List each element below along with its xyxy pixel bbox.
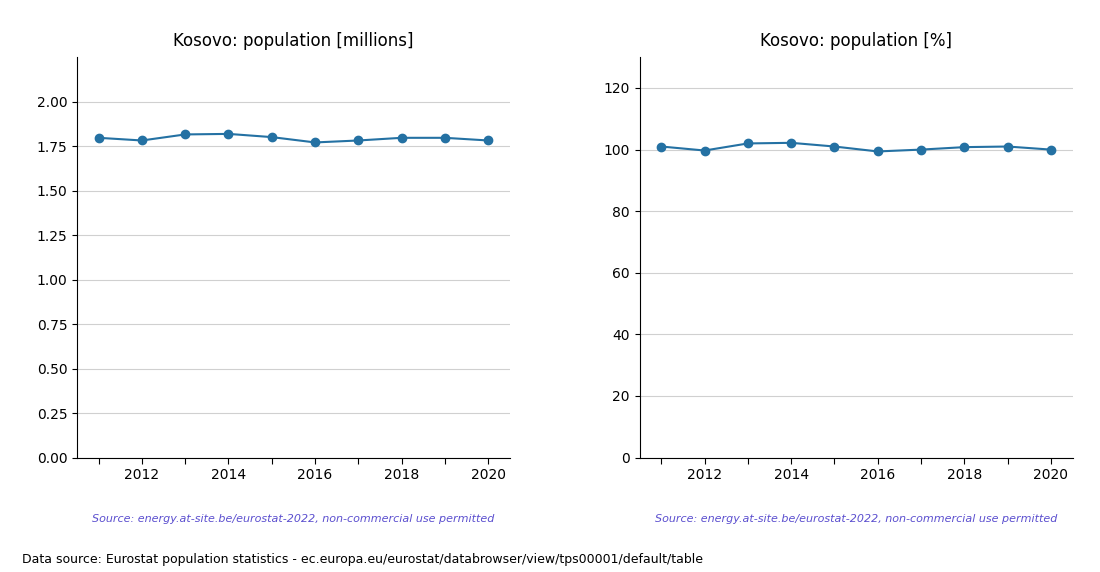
Text: Data source: Eurostat population statistics - ec.europa.eu/eurostat/databrowser/: Data source: Eurostat population statist… [22, 553, 703, 566]
Text: Source: energy.at-site.be/eurostat-2022, non-commercial use permitted: Source: energy.at-site.be/eurostat-2022,… [654, 514, 1057, 523]
Title: Kosovo: population [%]: Kosovo: population [%] [760, 32, 953, 50]
Title: Kosovo: population [millions]: Kosovo: population [millions] [173, 32, 414, 50]
Text: Source: energy.at-site.be/eurostat-2022, non-commercial use permitted: Source: energy.at-site.be/eurostat-2022,… [92, 514, 495, 523]
